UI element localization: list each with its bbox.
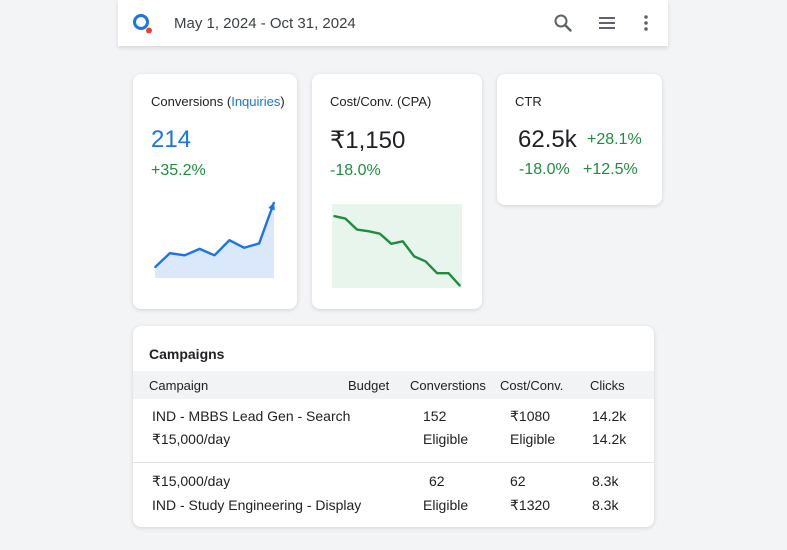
cpa-sparkline-point	[367, 230, 370, 232]
conversions-card-title: Conversions (Inquiries)	[151, 94, 285, 109]
cpa-sparkline-point	[356, 228, 358, 231]
ctr-card[interactable]: CTR 62.5k +28.1% -18.0% +12.5%	[497, 74, 662, 205]
conversions-change: +35.2%	[151, 162, 206, 179]
conversions-value: 214	[151, 126, 192, 153]
ctr-change-secondary: -18.0%	[519, 161, 570, 178]
search-icon[interactable]	[552, 12, 574, 34]
conversions-sparkline	[154, 201, 276, 278]
conversions-sparkline-point	[154, 266, 156, 268]
campaigns-table-header: Campaign Budget Converstions Cost/Conv. …	[133, 371, 654, 399]
cost-conv-cell: ₹1080	[510, 408, 551, 424]
cpa-card[interactable]: Cost/Conv. (CPA) ₹1,150 -18.0%	[312, 74, 482, 309]
row-divider	[133, 462, 654, 463]
top-app-bar: May 1, 2024 - Oct 31, 2024	[118, 0, 668, 46]
column-header-budget[interactable]: Budget	[348, 378, 390, 393]
cpa-value: ₹1,150	[330, 127, 406, 154]
conversions-sparkline-area	[155, 202, 274, 278]
campaigns-title: Campaigns	[149, 346, 225, 362]
cpa-change: -18.0%	[330, 162, 381, 179]
more-vert-icon[interactable]	[635, 12, 657, 34]
menu-icon[interactable]	[596, 12, 618, 34]
cpa-sparkline-point	[436, 272, 438, 274]
cpa-sparkline-line	[333, 214, 461, 287]
ctr-change-tertiary: +12.5%	[583, 161, 638, 178]
clicks-cell: 8.3k	[592, 473, 619, 489]
clicks-cell: 14.2k	[592, 431, 627, 447]
conversions-cell: 152	[423, 408, 447, 424]
campaign-budget: ₹15,000/day	[152, 473, 231, 489]
status-cell: Eligible	[423, 497, 469, 513]
cpa-card-title: Cost/Conv. (CPA)	[330, 94, 432, 109]
cpa-sparkline	[332, 204, 462, 288]
conversions-sparkline-point	[258, 242, 260, 245]
campaign-name[interactable]: IND - MBBS Lead Gen - Search	[152, 408, 351, 424]
google-ads-logo[interactable]	[132, 13, 154, 35]
cpa-sparkline-point	[401, 240, 404, 243]
inquiries-link[interactable]: Inquiries	[231, 94, 281, 109]
campaigns-card: Campaigns Campaign Budget Converstions C…	[133, 326, 654, 527]
conversions-sparkline-point	[228, 239, 231, 241]
column-header-conversions[interactable]: Converstions	[410, 378, 486, 393]
ctr-change-primary: +28.1%	[587, 131, 642, 148]
ctr-card-title: CTR	[515, 94, 542, 109]
campaign-name[interactable]: IND - Study Engineering - Display	[152, 497, 362, 513]
conversions-sparkline-point	[213, 254, 216, 257]
cpa-sparkline-point	[390, 243, 393, 245]
campaign-budget: ₹15,000/day	[152, 431, 231, 447]
cpa-sparkline-point	[333, 215, 335, 217]
status-cell: Eligible	[510, 431, 556, 447]
cost-conv-cell: 62	[510, 473, 526, 489]
conversions-sparkline-point	[198, 248, 201, 250]
cpa-sparkline-point	[459, 285, 461, 287]
cpa-sparkline-point	[447, 272, 450, 274]
cpa-sparkline-point	[344, 217, 347, 220]
conversions-sparkline-point	[243, 246, 246, 249]
conversions-sparkline-point	[169, 252, 171, 254]
column-header-campaign[interactable]: Campaign	[149, 378, 209, 393]
conversions-card[interactable]: Conversions (Inquiries) 214 +35.2%	[133, 74, 297, 309]
status-cell: Eligible	[423, 431, 469, 447]
conversions-cell: 62	[429, 473, 445, 489]
cpa-sparkline-point	[424, 260, 427, 263]
clicks-cell: 14.2k	[592, 408, 627, 424]
cpa-sparkline-point	[379, 232, 381, 235]
cpa-sparkline-area	[332, 204, 462, 288]
date-range-selector[interactable]: May 1, 2024 - Oct 31, 2024	[174, 15, 356, 32]
column-header-cost-conv[interactable]: Cost/Conv.	[500, 378, 564, 393]
conversions-sparkline-point	[183, 254, 186, 257]
cpa-sparkline-point	[413, 255, 415, 258]
conversions-sparkline-arrowhead	[268, 202, 275, 211]
ctr-value: 62.5k	[518, 126, 577, 153]
cost-conv-cell: ₹1320	[510, 497, 551, 513]
clicks-cell: 8.3k	[592, 497, 619, 513]
column-header-clicks[interactable]: Clicks	[590, 378, 625, 393]
